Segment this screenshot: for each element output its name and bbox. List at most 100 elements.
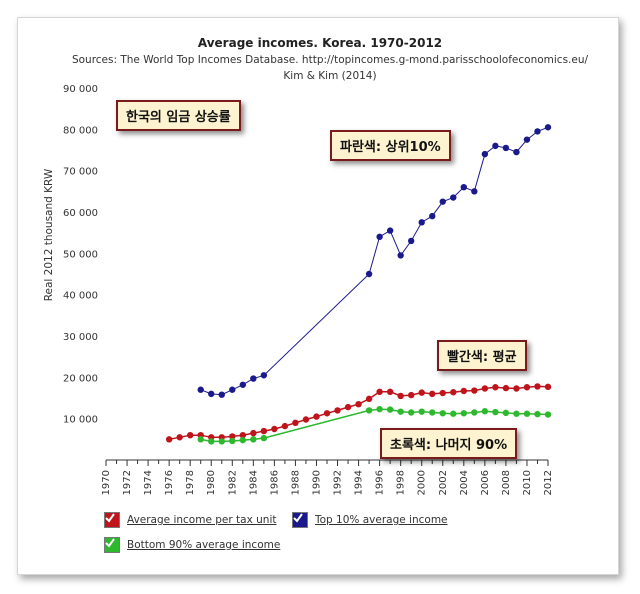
data-point[interactable]	[418, 219, 425, 226]
legend-item-top10[interactable]: Top 10% average income	[292, 512, 448, 528]
data-point[interactable]	[229, 437, 236, 445]
data-point[interactable]	[239, 381, 247, 388]
data-point[interactable]	[260, 434, 268, 442]
data-point[interactable]	[534, 383, 541, 390]
data-point[interactable]	[439, 198, 446, 205]
data-point[interactable]	[513, 385, 520, 392]
data-point[interactable]	[481, 408, 489, 415]
legend-label-top10[interactable]: Top 10% average income	[315, 514, 448, 526]
data-point[interactable]	[481, 385, 489, 392]
data-point[interactable]	[450, 389, 457, 396]
legend-label-bottom90[interactable]: Bottom 90% average income	[127, 539, 281, 551]
data-point[interactable]	[218, 438, 225, 445]
data-point[interactable]	[502, 144, 510, 152]
data-point[interactable]	[439, 389, 446, 397]
data-point[interactable]	[292, 419, 299, 426]
data-point[interactable]	[492, 384, 499, 391]
x-tick-label: 1992	[333, 470, 344, 495]
data-point[interactable]	[460, 184, 468, 191]
data-point[interactable]	[492, 142, 499, 150]
checkbox-red-icon[interactable]	[104, 512, 120, 528]
data-point[interactable]	[397, 392, 404, 400]
data-point[interactable]	[534, 128, 541, 135]
data-point[interactable]	[386, 388, 394, 395]
data-point[interactable]	[281, 422, 289, 430]
data-point[interactable]	[313, 413, 320, 420]
data-point[interactable]	[429, 212, 436, 220]
y-tick-label: 40 000	[63, 291, 98, 302]
data-point[interactable]	[481, 150, 489, 158]
data-point[interactable]	[271, 425, 278, 433]
callout-top10: 파란색: 상위10%	[330, 130, 451, 161]
legend-label-average[interactable]: Average income per tax unit	[127, 514, 277, 526]
data-point[interactable]	[365, 395, 373, 403]
data-point[interactable]	[386, 227, 394, 234]
data-point[interactable]	[407, 237, 415, 245]
data-point[interactable]	[260, 427, 268, 435]
data-point[interactable]	[229, 433, 236, 440]
data-point[interactable]	[397, 408, 404, 415]
data-point[interactable]	[186, 432, 194, 439]
data-point[interactable]	[239, 436, 247, 444]
data-point[interactable]	[376, 388, 383, 395]
data-point[interactable]	[208, 390, 215, 398]
data-point[interactable]	[250, 436, 257, 443]
data-point[interactable]	[386, 406, 394, 413]
legend-item-bottom90[interactable]: Bottom 90% average income	[104, 537, 280, 553]
checkbox-blue-icon[interactable]	[292, 512, 308, 528]
data-point[interactable]	[250, 429, 257, 437]
data-point[interactable]	[376, 405, 383, 413]
data-point[interactable]	[544, 411, 552, 418]
data-point[interactable]	[365, 407, 373, 414]
data-point[interactable]	[165, 436, 173, 443]
x-tick-label: 1988	[290, 470, 301, 495]
data-point[interactable]	[418, 389, 425, 396]
data-point[interactable]	[544, 124, 552, 131]
data-point[interactable]	[450, 410, 457, 417]
data-point[interactable]	[260, 372, 268, 379]
data-point[interactable]	[365, 270, 373, 278]
data-point[interactable]	[534, 410, 541, 418]
data-point[interactable]	[250, 375, 257, 382]
data-point[interactable]	[418, 408, 425, 415]
data-point[interactable]	[544, 383, 552, 391]
data-point[interactable]	[429, 409, 436, 416]
data-point[interactable]	[229, 386, 236, 393]
data-point[interactable]	[407, 409, 415, 416]
data-point[interactable]	[197, 386, 204, 393]
checkbox-green-icon[interactable]	[104, 537, 120, 553]
y-tick-label: 30 000	[63, 332, 98, 343]
data-point[interactable]	[502, 409, 510, 417]
data-point[interactable]	[429, 390, 436, 398]
data-point[interactable]	[450, 194, 457, 201]
data-point[interactable]	[376, 233, 383, 240]
data-point[interactable]	[492, 408, 499, 416]
data-point[interactable]	[502, 384, 510, 392]
data-point[interactable]	[407, 391, 415, 399]
data-point[interactable]	[323, 410, 331, 417]
data-point[interactable]	[471, 188, 478, 195]
data-point[interactable]	[439, 410, 446, 417]
x-tick-label: 1984	[248, 470, 259, 495]
data-point[interactable]	[208, 438, 215, 445]
legend-item-average[interactable]: Average income per tax unit	[104, 512, 276, 528]
data-point[interactable]	[471, 387, 478, 394]
data-point[interactable]	[302, 416, 310, 423]
x-tick-label: 2008	[501, 470, 512, 495]
data-point[interactable]	[513, 148, 520, 156]
data-point[interactable]	[397, 252, 404, 259]
data-point[interactable]	[471, 409, 478, 416]
data-point[interactable]	[176, 434, 183, 441]
data-point[interactable]	[355, 401, 362, 408]
data-point[interactable]	[513, 410, 520, 417]
data-point[interactable]	[460, 410, 468, 417]
data-point[interactable]	[523, 384, 531, 391]
data-point[interactable]	[239, 432, 247, 439]
data-point[interactable]	[218, 391, 225, 398]
data-point[interactable]	[334, 407, 341, 414]
data-point[interactable]	[197, 436, 204, 443]
data-point[interactable]	[523, 136, 531, 143]
data-point[interactable]	[523, 410, 531, 417]
data-point[interactable]	[344, 403, 352, 411]
data-point[interactable]	[460, 387, 468, 395]
